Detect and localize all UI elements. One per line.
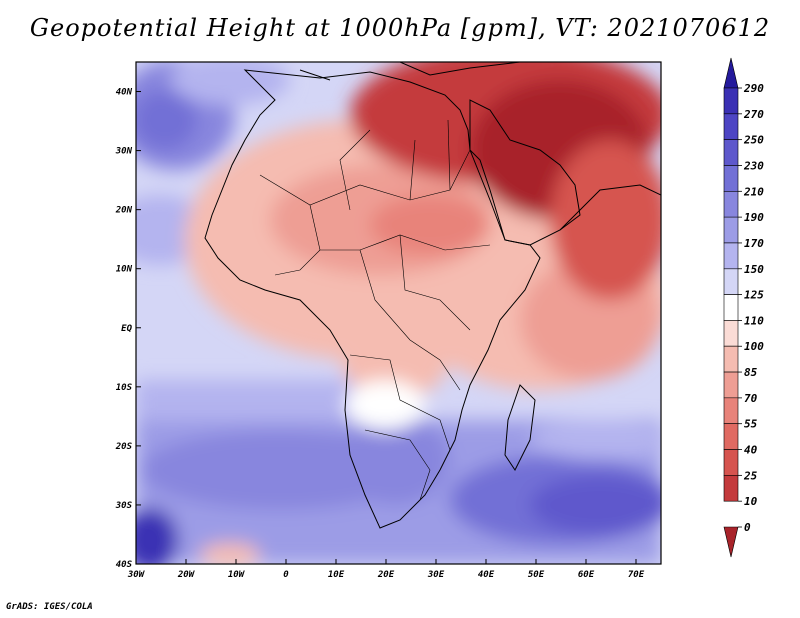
colorbar-swatch bbox=[723, 345, 739, 373]
colorbar-label: 10 bbox=[744, 495, 758, 508]
x-tick-label: 10E bbox=[328, 570, 345, 580]
x-tick-label: 40E bbox=[478, 570, 495, 580]
x-tick-label: 50E bbox=[528, 570, 545, 580]
colorbar-label: 70 bbox=[744, 392, 758, 405]
x-tick-label: 30W bbox=[127, 570, 146, 580]
colorbar-swatch bbox=[723, 190, 739, 218]
colorbar-label: 110 bbox=[744, 314, 764, 327]
x-tick-label: 20W bbox=[177, 570, 196, 580]
colorbar-label: 25 bbox=[743, 469, 758, 482]
colorbar-label: 290 bbox=[743, 82, 764, 95]
colorbar-swatch bbox=[723, 423, 739, 450]
x-tick-label: 10W bbox=[228, 570, 246, 580]
colorbar-label: 210 bbox=[743, 185, 764, 198]
continent-outlines bbox=[204, 62, 661, 529]
height-field bbox=[136, 62, 661, 564]
colorbar-swatch bbox=[723, 216, 739, 244]
grads-credit: GrADS: IGES/COLA bbox=[6, 602, 93, 612]
colorbar-swatch bbox=[723, 320, 739, 347]
colorbar-swatch bbox=[723, 449, 739, 476]
colorbar-swatch bbox=[723, 526, 739, 558]
colorbar-label: 190 bbox=[744, 211, 764, 224]
y-tick-label: 20S bbox=[115, 442, 133, 452]
x-tick-label: 30E bbox=[427, 570, 445, 580]
colorbar-swatch bbox=[723, 268, 739, 295]
colorbar-swatch bbox=[723, 165, 739, 192]
colorbar: 2902702502302101901701501251101008570554… bbox=[723, 57, 764, 558]
colorbar-swatch bbox=[723, 87, 739, 115]
x-tick-label: 60E bbox=[578, 570, 595, 580]
colorbar-label: 150 bbox=[744, 263, 764, 276]
colorbar-swatch bbox=[723, 294, 739, 321]
y-tick-label: 40N bbox=[116, 88, 133, 98]
colorbar-label: 40 bbox=[744, 444, 758, 457]
colorbar-swatch bbox=[723, 113, 739, 140]
colorbar-label: 100 bbox=[744, 340, 764, 353]
y-tick-label: 40S bbox=[116, 560, 133, 570]
colorbar-swatch bbox=[723, 57, 739, 89]
colorbar-swatch bbox=[723, 475, 739, 502]
colorbar-label: 55 bbox=[744, 418, 758, 431]
y-axis: 40N 30N 20N 10N EQ 10S 20S 30S 40S bbox=[115, 88, 141, 570]
x-tick-label: 70E bbox=[628, 570, 645, 580]
x-tick-label: 20E bbox=[377, 570, 395, 580]
x-tick-label: 0 bbox=[283, 570, 289, 580]
y-tick-label: 30N bbox=[115, 147, 133, 157]
map-frame bbox=[135, 61, 662, 565]
y-tick-label: 20N bbox=[115, 206, 133, 216]
y-tick-label: 10S bbox=[116, 383, 133, 393]
colorbar-label: 0 bbox=[744, 521, 751, 534]
chart-title: Geopotential Height at 1000hPa [gpm], VT… bbox=[29, 14, 771, 42]
colorbar-label: 270 bbox=[743, 108, 764, 121]
colorbar-swatch bbox=[723, 371, 739, 399]
country-borders bbox=[259, 119, 491, 501]
colorbar-label: 230 bbox=[743, 159, 764, 172]
y-tick-label: 10N bbox=[116, 265, 133, 275]
y-tick-label: 30S bbox=[115, 501, 133, 511]
colorbar-swatch bbox=[723, 139, 739, 166]
x-axis: 30W 20W 10W 0 10E 20E 30E 40E 50E 60E 70E bbox=[127, 559, 645, 580]
colorbar-label: 170 bbox=[744, 237, 764, 250]
colorbar-label: 250 bbox=[743, 134, 764, 147]
colorbar-swatch bbox=[723, 242, 739, 270]
colorbar-label: 125 bbox=[744, 289, 764, 302]
colorbar-label: 85 bbox=[744, 366, 758, 379]
colorbar-swatch bbox=[723, 397, 739, 425]
y-tick-label: EQ bbox=[121, 324, 132, 334]
